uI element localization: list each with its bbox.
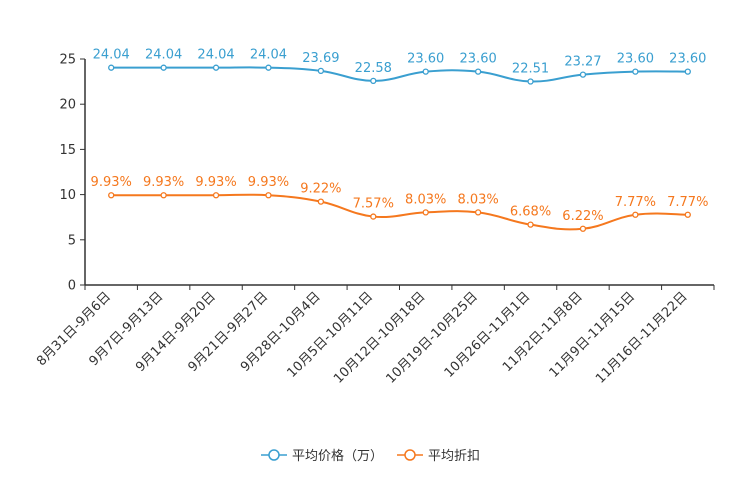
data-point bbox=[527, 78, 534, 85]
legend-marker bbox=[404, 449, 416, 461]
x-tick-label: 10月19日-10月25日 bbox=[383, 289, 480, 386]
data-label: 7.77% bbox=[667, 195, 708, 210]
data-label: 6.68% bbox=[510, 205, 551, 220]
data-point bbox=[632, 68, 639, 75]
data-label: 23.69 bbox=[302, 51, 339, 66]
legend-label: 平均价格（万） bbox=[292, 448, 383, 464]
data-point bbox=[422, 68, 429, 75]
data-label: 23.60 bbox=[669, 52, 706, 67]
data-label: 7.77% bbox=[615, 195, 656, 210]
data-label: 24.04 bbox=[145, 48, 182, 63]
data-point bbox=[474, 209, 482, 216]
series-2: 9.93% 9.93% 9.93% 9.93% 9.22% 7.57% 8.03% 8.03%… bbox=[91, 175, 708, 232]
y-tick-label: 10 bbox=[59, 188, 76, 203]
y-tick-label: 0 bbox=[68, 279, 76, 294]
data-label: 22.58 bbox=[355, 61, 392, 76]
series-line bbox=[111, 66, 688, 83]
legend: 平均价格（万） 平均折扣 bbox=[261, 448, 480, 464]
data-point bbox=[160, 192, 167, 199]
data-label: 9.93% bbox=[195, 175, 236, 190]
data-label: 6.22% bbox=[562, 209, 603, 224]
legend-marker bbox=[268, 449, 280, 461]
data-point bbox=[160, 64, 167, 71]
data-point bbox=[579, 225, 587, 232]
data-point bbox=[212, 192, 220, 199]
data-point bbox=[422, 209, 429, 216]
data-label: 7.57% bbox=[353, 197, 394, 212]
data-point bbox=[370, 77, 377, 85]
data-point bbox=[108, 64, 115, 71]
data-point bbox=[579, 71, 587, 78]
data-label: 24.04 bbox=[197, 48, 234, 63]
data-point bbox=[108, 192, 115, 199]
data-point bbox=[684, 68, 691, 75]
y-tick-label: 25 bbox=[59, 53, 76, 68]
data-label: 24.04 bbox=[93, 48, 130, 63]
x-tick-label: 10月12日-10月18日 bbox=[331, 289, 428, 386]
data-label: 22.51 bbox=[512, 62, 549, 77]
y-tick-label: 20 bbox=[59, 98, 76, 113]
data-point bbox=[370, 213, 377, 220]
legend-label: 平均折扣 bbox=[428, 449, 480, 464]
data-label: 23.60 bbox=[407, 52, 444, 67]
y-tick-label: 15 bbox=[59, 143, 76, 158]
data-point bbox=[265, 64, 272, 71]
data-point bbox=[632, 211, 639, 218]
y-tick-label: 5 bbox=[68, 233, 76, 248]
legend-item-1: 平均价格（万） bbox=[261, 448, 383, 464]
data-point bbox=[317, 198, 325, 205]
series-1: 24.04 24.04 24.04 24.04 23.69 22.58 23.60 23.60… bbox=[93, 48, 706, 85]
legend-item-2: 平均折扣 bbox=[397, 449, 480, 464]
data-label: 8.03% bbox=[405, 192, 446, 207]
data-point bbox=[474, 68, 482, 75]
data-point bbox=[212, 64, 220, 71]
data-label: 24.04 bbox=[250, 48, 287, 63]
data-point bbox=[527, 221, 534, 228]
series-layer: 24.04 24.04 24.04 24.04 23.69 22.58 23.60 23.60… bbox=[91, 48, 708, 232]
data-label: 23.27 bbox=[564, 55, 601, 70]
data-label: 9.93% bbox=[91, 175, 132, 190]
data-point bbox=[684, 211, 691, 218]
data-label: 23.60 bbox=[617, 52, 654, 67]
data-label: 9.93% bbox=[143, 175, 184, 190]
data-label: 23.60 bbox=[460, 52, 497, 67]
data-point bbox=[265, 192, 272, 199]
x-tick-label: 11月16日-11月22日 bbox=[593, 289, 690, 386]
data-label: 9.93% bbox=[248, 175, 289, 190]
data-label: 9.22% bbox=[300, 182, 341, 197]
series-line bbox=[111, 193, 688, 231]
data-label: 8.03% bbox=[457, 192, 498, 207]
data-point bbox=[317, 67, 325, 74]
